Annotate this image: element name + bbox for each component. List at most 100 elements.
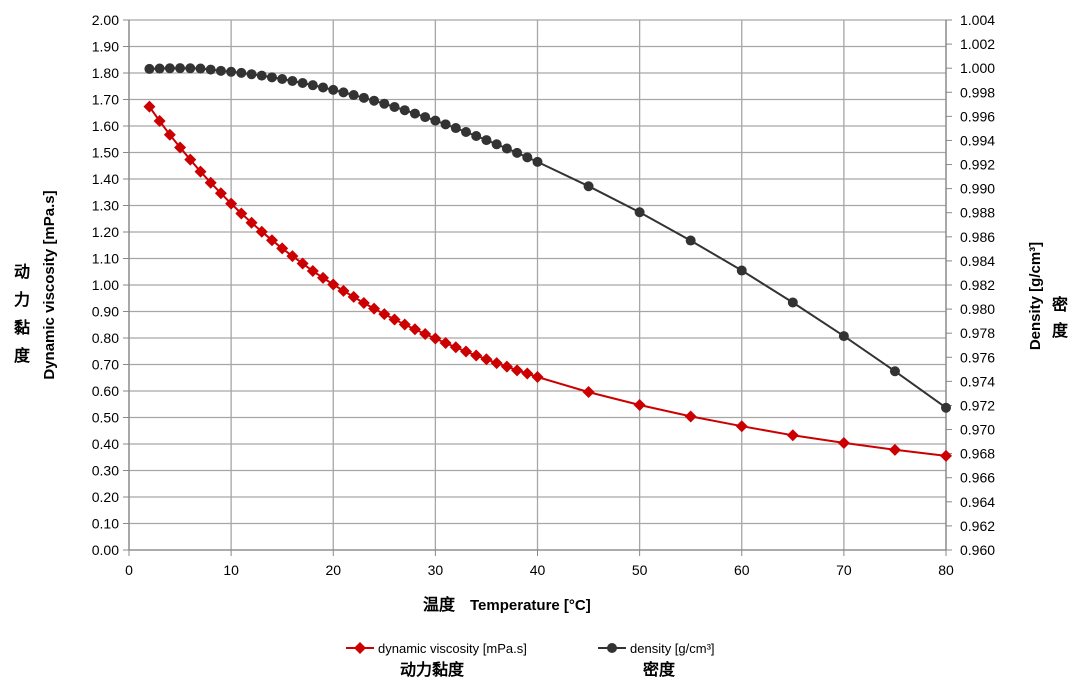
y-right-tick-label: 0.984 bbox=[960, 253, 995, 269]
data-point-viscosity bbox=[521, 367, 534, 380]
data-point-viscosity bbox=[286, 250, 299, 263]
data-point-viscosity bbox=[296, 257, 309, 270]
y-left-tick-label: 1.90 bbox=[92, 39, 119, 55]
data-point-viscosity bbox=[368, 302, 381, 315]
data-point-density bbox=[685, 235, 696, 246]
data-point-density bbox=[287, 75, 298, 86]
data-point-density bbox=[471, 130, 482, 141]
data-point-viscosity bbox=[327, 278, 340, 291]
legend-label-density-cjk: 密度 bbox=[642, 660, 676, 679]
y-left-tick-label: 1.50 bbox=[92, 145, 119, 161]
data-point-viscosity bbox=[633, 399, 646, 412]
data-point-density bbox=[338, 87, 349, 98]
data-point-density bbox=[328, 84, 339, 95]
data-point-viscosity bbox=[163, 128, 176, 141]
data-point-viscosity bbox=[490, 357, 503, 370]
data-point-viscosity bbox=[500, 360, 513, 373]
y-left-tick-label: 1.10 bbox=[92, 251, 119, 267]
y-right-tick-label: 1.004 bbox=[960, 12, 995, 28]
data-point-density bbox=[583, 181, 594, 192]
data-point-viscosity bbox=[378, 308, 391, 321]
y-right-tick-label: 0.970 bbox=[960, 422, 995, 438]
data-point-density bbox=[481, 135, 492, 146]
y-right-tick-label: 0.988 bbox=[960, 205, 995, 221]
data-point-viscosity bbox=[184, 153, 197, 166]
data-point-density bbox=[318, 82, 329, 93]
data-point-density bbox=[144, 63, 155, 74]
y-left-tick-label: 0.20 bbox=[92, 489, 119, 505]
y-left-tick-label: 0.90 bbox=[92, 304, 119, 320]
y-left-axis-title-cjk-char: 度 bbox=[14, 346, 31, 365]
data-point-density bbox=[277, 74, 288, 85]
data-point-density bbox=[889, 366, 900, 377]
data-point-viscosity bbox=[225, 197, 238, 210]
data-point-viscosity bbox=[337, 284, 350, 297]
data-point-viscosity bbox=[419, 328, 432, 341]
data-point-viscosity bbox=[194, 165, 207, 178]
y-right-tick-label: 0.982 bbox=[960, 277, 995, 293]
data-point-density bbox=[348, 90, 359, 101]
data-point-density bbox=[501, 143, 512, 154]
data-point-viscosity bbox=[265, 234, 278, 247]
y-right-tick-label: 0.964 bbox=[960, 494, 995, 510]
data-point-viscosity bbox=[429, 332, 442, 345]
data-point-viscosity bbox=[214, 187, 227, 200]
y-right-tick-label: 1.000 bbox=[960, 60, 995, 76]
data-point-viscosity bbox=[357, 297, 370, 310]
data-point-density bbox=[369, 95, 380, 106]
x-tick-label: 60 bbox=[734, 562, 750, 578]
data-point-viscosity bbox=[786, 429, 799, 442]
y-right-tick-label: 0.990 bbox=[960, 181, 995, 197]
data-point-viscosity bbox=[398, 318, 411, 331]
y-right-tick-label: 0.962 bbox=[960, 518, 995, 534]
data-point-viscosity bbox=[480, 353, 493, 366]
data-point-density bbox=[440, 119, 451, 130]
data-point-density bbox=[379, 98, 390, 109]
data-point-viscosity bbox=[276, 242, 289, 255]
x-tick-label: 10 bbox=[223, 562, 239, 578]
y-right-tick-label: 1.002 bbox=[960, 36, 995, 52]
data-point-density bbox=[226, 66, 237, 77]
legend-swatch-viscosity-marker bbox=[354, 642, 366, 654]
y-right-tick-label: 0.998 bbox=[960, 84, 995, 100]
y-left-axis-title-cjk: 动力黏度 bbox=[14, 263, 31, 365]
data-point-viscosity bbox=[143, 100, 156, 113]
data-point-viscosity bbox=[235, 207, 248, 220]
data-point-viscosity bbox=[388, 313, 401, 326]
x-axis-title-cjk: 温度 bbox=[422, 595, 456, 614]
data-point-viscosity bbox=[888, 443, 901, 456]
data-point-density bbox=[164, 63, 175, 74]
data-point-density bbox=[358, 92, 369, 103]
y-right-tick-label: 0.986 bbox=[960, 229, 995, 245]
data-point-density bbox=[787, 297, 798, 308]
y-right-axis-title-cjk: 密度 bbox=[1051, 295, 1069, 340]
data-point-viscosity bbox=[306, 264, 319, 277]
data-point-density bbox=[522, 152, 533, 163]
y-left-tick-label: 1.40 bbox=[92, 171, 119, 187]
y-left-tick-label: 1.60 bbox=[92, 118, 119, 134]
data-point-viscosity bbox=[511, 364, 524, 377]
y-right-tick-label: 0.976 bbox=[960, 349, 995, 365]
data-point-density bbox=[185, 63, 196, 74]
data-point-density bbox=[175, 63, 186, 74]
data-point-density bbox=[941, 402, 951, 413]
data-point-density bbox=[736, 265, 747, 276]
y-right-tick-label: 0.978 bbox=[960, 325, 995, 341]
data-point-density bbox=[297, 77, 308, 88]
data-point-viscosity bbox=[735, 420, 748, 433]
data-point-viscosity bbox=[408, 323, 421, 336]
y-left-axis-title-cjk-char: 动 bbox=[14, 263, 30, 281]
data-point-density bbox=[399, 105, 410, 116]
y-right-tick-label: 0.966 bbox=[960, 470, 995, 486]
data-point-density bbox=[154, 63, 165, 74]
y-left-tick-label: 0.30 bbox=[92, 463, 119, 479]
y-right-tick-label: 0.996 bbox=[960, 108, 995, 124]
data-point-density bbox=[236, 67, 247, 78]
y-left-tick-label: 0.80 bbox=[92, 330, 119, 346]
data-point-density bbox=[246, 69, 257, 80]
x-axis-title: Temperature [°C] bbox=[470, 597, 591, 614]
data-point-density bbox=[307, 80, 318, 91]
x-tick-label: 30 bbox=[428, 562, 444, 578]
y-right-tick-label: 0.968 bbox=[960, 446, 995, 462]
